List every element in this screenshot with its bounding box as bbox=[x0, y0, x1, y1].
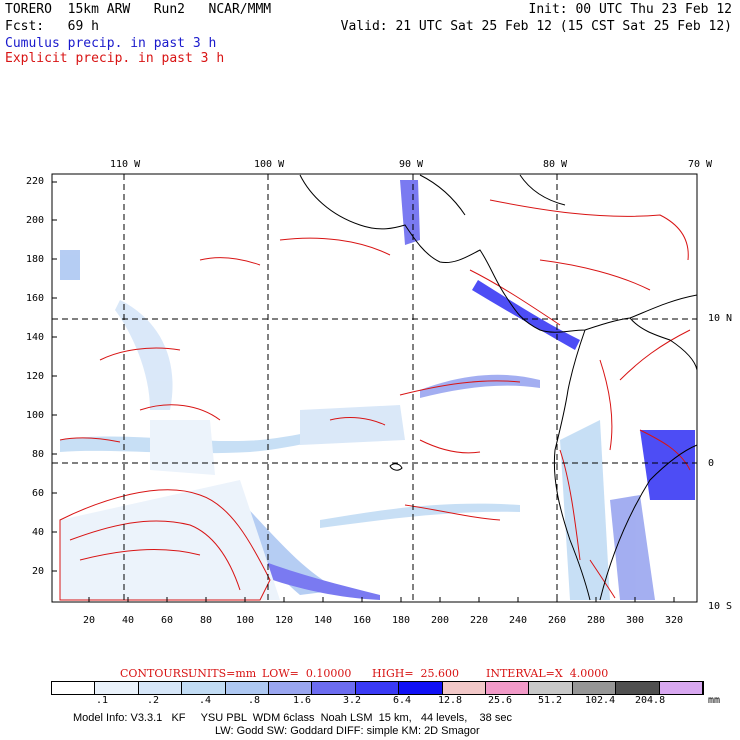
contour-interval: INTERVAL=X 4.0000 bbox=[486, 667, 609, 680]
y-tick-label: 60 bbox=[32, 488, 45, 499]
y-tick-label: 40 bbox=[32, 527, 45, 538]
lon-label: 100 W bbox=[254, 159, 285, 170]
explicit-precip-contours bbox=[59, 199, 691, 601]
colorbar-label: 3.2 bbox=[343, 695, 362, 706]
lon-label: 110 W bbox=[110, 159, 141, 170]
x-tick-label: 220 bbox=[470, 615, 489, 626]
y-tick-label: 160 bbox=[26, 293, 45, 304]
x-tick-label: 120 bbox=[275, 615, 294, 626]
colorbar-swatch bbox=[312, 682, 356, 694]
y-tick-label: 200 bbox=[26, 215, 45, 226]
colorbar-swatch bbox=[529, 682, 573, 694]
colorbar-label: 51.2 bbox=[538, 695, 563, 706]
colorbar-swatch bbox=[138, 682, 183, 694]
colorbar-swatch bbox=[95, 682, 139, 694]
x-tick-label: 140 bbox=[314, 615, 333, 626]
x-tick-label: 200 bbox=[431, 615, 450, 626]
x-tick-label: 40 bbox=[122, 615, 135, 626]
colorbar-swatch bbox=[572, 682, 617, 694]
header-init-time: Init: 00 UTC Thu 23 Feb 12 bbox=[528, 2, 733, 17]
y-tick-label: 20 bbox=[32, 566, 45, 577]
x-tick-label: 280 bbox=[587, 615, 606, 626]
lon-label: 70 W bbox=[688, 159, 713, 170]
model-info-line2: LW: Godd SW: Goddard DIFF: simple KM: 2D… bbox=[215, 725, 480, 737]
lat-label: 10 S bbox=[708, 601, 733, 612]
colorbar-swatch bbox=[52, 682, 96, 694]
x-tick-label: 20 bbox=[83, 615, 96, 626]
colorbar-label: .8 bbox=[248, 695, 261, 706]
colorbar-swatch bbox=[616, 682, 660, 694]
colorbar-swatch bbox=[269, 682, 313, 694]
x-tick-label: 260 bbox=[548, 615, 567, 626]
contour-units: UNITS=mm bbox=[188, 667, 257, 680]
colorbar-swatch bbox=[399, 682, 443, 694]
colorbar bbox=[51, 681, 704, 695]
x-tick-label: 160 bbox=[353, 615, 372, 626]
x-tick-label: 320 bbox=[665, 615, 684, 626]
x-tick-label: 60 bbox=[161, 615, 174, 626]
y-tick-label: 140 bbox=[26, 332, 45, 343]
colorbar-swatch bbox=[659, 682, 704, 694]
colorbar-label: 25.6 bbox=[488, 695, 513, 706]
y-tick-label: 220 bbox=[26, 176, 45, 187]
colorbar-label: 1.6 bbox=[293, 695, 312, 706]
header-forecast-hour: Fcst: 69 h bbox=[5, 19, 99, 34]
x-tick-label: 100 bbox=[236, 615, 255, 626]
colorbar-label: 6.4 bbox=[393, 695, 412, 706]
y-tick-label: 180 bbox=[26, 254, 45, 265]
colorbar-swatch bbox=[225, 682, 270, 694]
colorbar-units: mm bbox=[708, 695, 721, 706]
y-tick-label: 80 bbox=[32, 449, 45, 460]
lon-label: 90 W bbox=[399, 159, 424, 170]
colorbar-label: 102.4 bbox=[585, 695, 616, 706]
x-tick-label: 80 bbox=[200, 615, 213, 626]
contour-low: LOW= 0.10000 bbox=[262, 667, 352, 680]
header-title: TORERO 15km ARW Run2 NCAR/MMM bbox=[5, 2, 272, 17]
axis-ticks bbox=[52, 181, 675, 602]
contour-high: HIGH= 25.600 bbox=[372, 667, 460, 680]
colorbar-label: 12.8 bbox=[438, 695, 463, 706]
colorbar-label: .2 bbox=[147, 695, 160, 706]
colorbar-swatch bbox=[182, 682, 226, 694]
header-valid-time: Valid: 21 UTC Sat 25 Feb 12 (15 CST Sat … bbox=[340, 19, 732, 34]
colorbar-label: .1 bbox=[96, 695, 109, 706]
colorbar-swatch bbox=[486, 682, 530, 694]
y-tick-label: 120 bbox=[26, 371, 45, 382]
colorbar-label: .4 bbox=[199, 695, 212, 706]
x-tick-label: 240 bbox=[509, 615, 528, 626]
lat-label: 10 N bbox=[708, 313, 733, 324]
legend-explicit-label: Explicit precip. in past 3 h bbox=[5, 51, 225, 66]
x-tick-label: 300 bbox=[626, 615, 645, 626]
coastlines bbox=[299, 174, 698, 601]
x-tick-label: 180 bbox=[392, 615, 411, 626]
y-tick-label: 100 bbox=[26, 410, 45, 421]
lat-label: 0 bbox=[708, 458, 715, 469]
legend-cumulus-label: Cumulus precip. in past 3 h bbox=[5, 36, 217, 51]
colorbar-swatch bbox=[355, 682, 400, 694]
colorbar-swatch bbox=[442, 682, 487, 694]
model-info-line1: Model Info: V3.3.1 KF YSU PBL WDM 6class… bbox=[73, 712, 512, 724]
lat-lon-grid bbox=[52, 174, 697, 602]
lon-label: 80 W bbox=[543, 159, 568, 170]
colorbar-label: 204.8 bbox=[635, 695, 666, 706]
contour-label: CONTOURS: bbox=[120, 667, 193, 680]
